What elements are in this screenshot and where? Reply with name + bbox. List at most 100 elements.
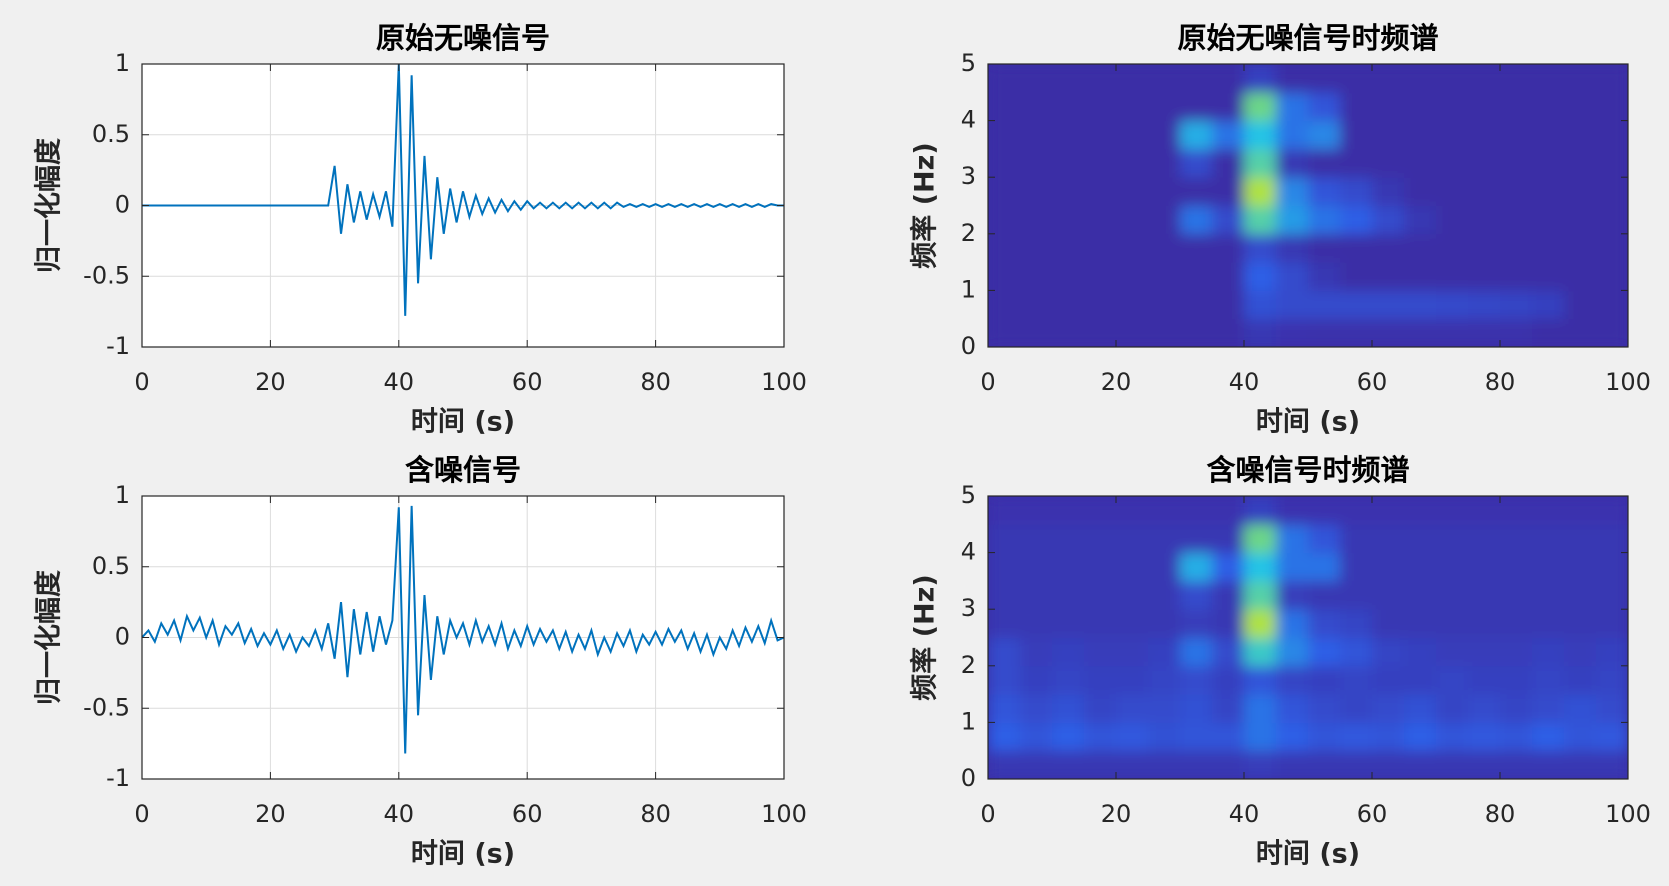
cell: [1532, 233, 1565, 263]
cell: [1532, 694, 1565, 723]
cell: [1372, 290, 1405, 320]
cell: [1244, 318, 1277, 347]
cell: [1020, 205, 1053, 235]
cell: [1276, 64, 1309, 93]
cell: [1212, 177, 1245, 206]
cell: [1212, 318, 1245, 347]
cell: [988, 92, 1021, 122]
x-tick-label: 60: [1357, 800, 1388, 828]
cell: [1564, 120, 1597, 150]
cell: [1564, 148, 1597, 178]
cell: [1340, 722, 1373, 752]
cell: [1180, 580, 1213, 610]
cell: [1340, 177, 1373, 206]
cell: [1180, 318, 1213, 347]
x-tick-label: 100: [1605, 800, 1651, 828]
cell: [1404, 609, 1437, 638]
cell: [1564, 496, 1597, 525]
cell: [988, 694, 1021, 723]
cell: [1564, 580, 1597, 610]
cell: [1020, 637, 1053, 667]
cell: [1468, 177, 1501, 206]
cell: [1276, 496, 1309, 525]
cell: [1500, 92, 1533, 122]
cell: [1084, 233, 1117, 263]
cell: [1340, 524, 1373, 554]
cell: [1276, 233, 1309, 263]
cell: [1372, 694, 1405, 723]
cell: [1020, 318, 1053, 347]
cell: [988, 233, 1021, 263]
cell: [1116, 637, 1149, 667]
cell: [1468, 205, 1501, 235]
cell: [1500, 262, 1533, 291]
cell: [1532, 262, 1565, 291]
cell: [1020, 290, 1053, 320]
signal-line: [141, 505, 785, 754]
y-tick-label: 3: [961, 162, 976, 190]
cell: [1180, 496, 1213, 525]
y-tick-label: 1: [115, 49, 130, 77]
cell: [1148, 496, 1181, 525]
cell: [1148, 694, 1181, 723]
cell: [1052, 580, 1085, 610]
cell: [1564, 290, 1597, 320]
cell: [1052, 496, 1085, 525]
cell: [1244, 694, 1277, 723]
cell: [1308, 552, 1341, 582]
cell: [1084, 92, 1117, 122]
cell: [1116, 609, 1149, 638]
cell: [1244, 64, 1277, 93]
x-axis-label: 时间 (s): [411, 407, 515, 438]
cell: [1308, 750, 1341, 779]
cell: [1372, 722, 1405, 752]
cell: [1180, 750, 1213, 779]
cell: [1532, 665, 1565, 695]
cell: [1436, 694, 1469, 723]
cell: [1500, 665, 1533, 695]
cell: [1052, 290, 1085, 320]
cell: [1116, 665, 1149, 695]
y-tick-label: 1: [961, 707, 976, 735]
cell: [1532, 177, 1565, 206]
cell: [1468, 637, 1501, 667]
cell: [1500, 496, 1533, 525]
spectrogram: [988, 64, 1628, 347]
cell: [1532, 318, 1565, 347]
y-tick-label: -1: [106, 332, 130, 360]
x-tick-label: 100: [761, 368, 807, 396]
cell: [1372, 524, 1405, 554]
cell: [1212, 580, 1245, 610]
cell: [988, 120, 1021, 150]
cell: [1308, 233, 1341, 263]
cell: [1436, 552, 1469, 582]
cell: [1116, 694, 1149, 723]
cell: [1244, 148, 1277, 178]
cell: [1052, 637, 1085, 667]
cell: [1500, 64, 1533, 93]
x-tick-label: 40: [384, 800, 415, 828]
cell: [1436, 524, 1469, 554]
cell: [1212, 290, 1245, 320]
cell: [1436, 750, 1469, 779]
cell: [1020, 524, 1053, 554]
cell: [1148, 722, 1181, 752]
cell: [1436, 92, 1469, 122]
cell: [1212, 750, 1245, 779]
cell: [1340, 318, 1373, 347]
cell: [1084, 637, 1117, 667]
cell: [1372, 120, 1405, 150]
cell: [1436, 665, 1469, 695]
cell: [1308, 580, 1341, 610]
y-tick-label: -1: [106, 764, 130, 792]
cell: [1340, 148, 1373, 178]
cell: [1244, 262, 1277, 291]
cell: [1340, 694, 1373, 723]
cell: [1212, 205, 1245, 235]
x-tick-label: 0: [980, 368, 995, 396]
cell: [1500, 722, 1533, 752]
cell: [1596, 580, 1628, 610]
cell: [1180, 177, 1213, 206]
cell: [988, 148, 1021, 178]
